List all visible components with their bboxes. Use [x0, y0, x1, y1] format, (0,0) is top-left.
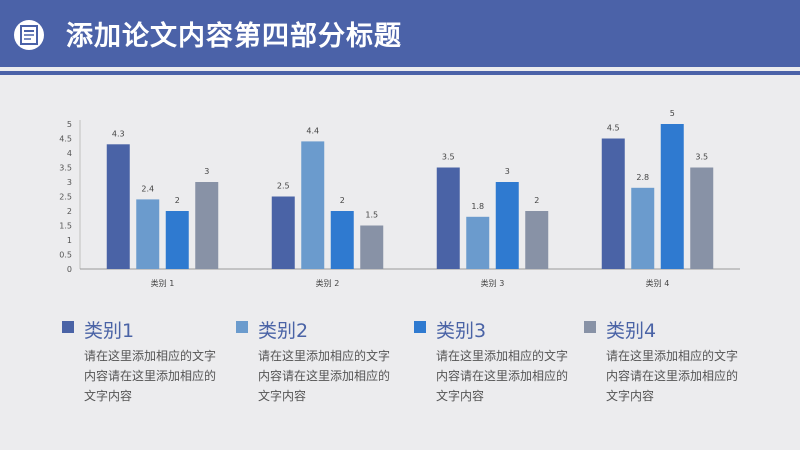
data-label: 2: [175, 196, 180, 205]
bar: [271, 196, 295, 269]
data-label: 2.5: [277, 182, 290, 191]
x-tick-label: 类别 4: [646, 278, 670, 288]
bar: [360, 225, 384, 269]
y-tick-label: 0: [67, 265, 72, 274]
y-tick-label: 1: [67, 236, 72, 245]
data-label: 3.5: [695, 153, 708, 162]
data-label: 4.3: [112, 129, 125, 138]
y-tick-label: 4.5: [59, 135, 72, 144]
bar: [660, 124, 684, 269]
header-bar: [0, 0, 800, 67]
x-tick-label: 类别 1: [151, 278, 175, 288]
bar: [466, 216, 490, 269]
legend-description: 请在这里添加相应的文字内容请在这里添加相应的文字内容: [84, 349, 217, 403]
legend-swatch: [584, 321, 596, 333]
legend-name: 类别1: [84, 320, 135, 342]
data-label: 1.5: [365, 211, 378, 220]
legend-swatch: [414, 321, 426, 333]
y-tick-label: 5: [67, 120, 72, 129]
bar: [601, 138, 625, 269]
legend-swatch: [236, 321, 248, 333]
data-label: 2.8: [636, 173, 649, 182]
bar: [165, 211, 189, 269]
bar: [690, 167, 714, 269]
bar: [195, 182, 219, 269]
bar: [136, 199, 160, 269]
data-label: 3.5: [442, 153, 455, 162]
data-label: 3: [204, 167, 209, 176]
data-label: 2: [534, 196, 539, 205]
document-icon: [14, 20, 44, 50]
data-label: 1.8: [471, 202, 484, 211]
data-label: 3: [505, 167, 510, 176]
data-label: 4.4: [306, 126, 319, 135]
bar: [525, 211, 549, 269]
y-tick-label: 4: [67, 149, 72, 158]
legend-name: 类别3: [436, 320, 487, 342]
header-underline: [0, 71, 800, 75]
bar-chart: 0 0.5 1 1.5 2 2.5 3 3.5 4 4.5 5 4.3 2.4 2 3 类别 1 2.5 4.4 2…: [59, 109, 740, 288]
y-tick-label: 3: [67, 178, 72, 187]
bar: [631, 187, 655, 269]
data-label: 5: [670, 109, 675, 118]
legend-swatch: [62, 321, 74, 333]
legend-name: 类别4: [606, 320, 657, 342]
legend-description: 请在这里添加相应的文字内容请在这里添加相应的文字内容: [436, 349, 569, 403]
bar: [106, 144, 130, 269]
bar: [436, 167, 460, 269]
page-title: 添加论文内容第四部分标题: [66, 21, 402, 52]
data-label: 2: [340, 196, 345, 205]
y-tick-label: 2: [67, 207, 72, 216]
bar: [301, 141, 325, 269]
x-tick-label: 类别 2: [316, 278, 340, 288]
data-label: 4.5: [607, 124, 620, 133]
y-tick-label: 0.5: [59, 251, 72, 260]
bar: [495, 182, 519, 269]
y-tick-label: 2.5: [59, 193, 72, 202]
legend-description: 请在这里添加相应的文字内容请在这里添加相应的文字内容: [606, 349, 739, 403]
bar: [330, 211, 354, 269]
legend-name: 类别2: [258, 320, 309, 342]
y-tick-label: 3.5: [59, 164, 72, 173]
data-label: 2.4: [141, 184, 154, 193]
y-tick-label: 1.5: [59, 222, 72, 231]
x-tick-label: 类别 3: [481, 278, 505, 288]
legend-description: 请在这里添加相应的文字内容请在这里添加相应的文字内容: [258, 349, 391, 403]
